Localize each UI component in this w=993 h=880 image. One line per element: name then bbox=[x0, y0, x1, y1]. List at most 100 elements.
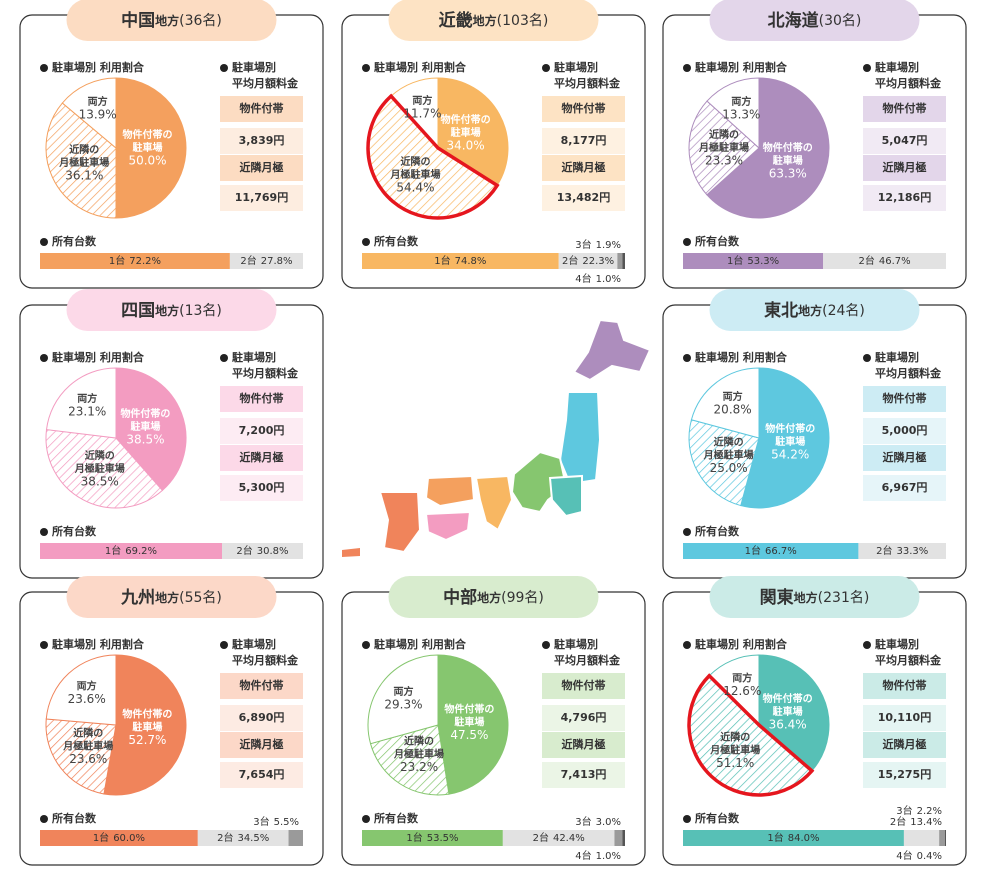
car-bar-label: 4台 1.0% bbox=[575, 272, 621, 285]
fee-label-cell bbox=[863, 96, 946, 122]
slice-name: 両方 bbox=[88, 95, 108, 108]
region-panel: 九州地方(55名) 駐車場別 利用割合 駐車場別平均月額料金物件付帯の駐車場52.7… bbox=[19, 576, 324, 866]
text-part: 5.5% bbox=[274, 817, 299, 828]
text-part: 四国 bbox=[121, 301, 155, 321]
bullet bbox=[362, 815, 370, 823]
fee-label-cell bbox=[863, 155, 946, 181]
bullet bbox=[40, 64, 48, 72]
slice-name: 両方 bbox=[77, 680, 97, 693]
fee-heading: 駐車場別 bbox=[232, 350, 276, 364]
text-part: 1台 bbox=[93, 831, 109, 844]
text-part: 3台 bbox=[253, 815, 269, 828]
bullet bbox=[220, 64, 228, 72]
fee-value-cell bbox=[220, 762, 303, 788]
fee-heading: 駐車場別 bbox=[875, 350, 919, 364]
title-pill bbox=[388, 576, 599, 618]
slice-name: 月極駐車場 bbox=[58, 156, 109, 169]
bullet bbox=[683, 238, 691, 246]
slice-value: 13.3% bbox=[722, 107, 760, 121]
pie-slice bbox=[45, 429, 164, 509]
text-part: 53.3% bbox=[747, 256, 779, 267]
fee-heading: 平均月額料金 bbox=[554, 653, 621, 667]
car-bar-segment bbox=[683, 830, 904, 846]
slice-value: 50.0% bbox=[128, 154, 166, 168]
car-bar-label: 4台 1.0% bbox=[575, 849, 621, 862]
slice-name: 両方 bbox=[732, 671, 752, 684]
map-region bbox=[510, 450, 568, 514]
text-part: (99名) bbox=[501, 590, 544, 606]
slice-value: 23.3% bbox=[705, 153, 743, 167]
text-part: 2台 bbox=[562, 254, 578, 267]
bullet bbox=[683, 64, 691, 72]
fee-label: 近隣月極 bbox=[883, 737, 927, 751]
owned-heading: 所有台数 bbox=[695, 524, 740, 538]
pie-slice bbox=[115, 77, 187, 219]
title-pill bbox=[388, 0, 599, 41]
slice-name: 近隣の bbox=[69, 143, 99, 156]
fee-heading: 駐車場別 bbox=[554, 60, 598, 74]
slice-value: 11.7% bbox=[403, 106, 441, 120]
fee-label: 近隣月極 bbox=[240, 737, 284, 751]
text-part: 13.4% bbox=[910, 817, 942, 828]
fee-label: 物件付帯 bbox=[883, 678, 927, 692]
text-part: 関東 bbox=[760, 587, 794, 608]
region-panel: 関東地方(231名) 駐車場別 利用割合 駐車場別平均月額料金物件付帯の駐車場36.… bbox=[662, 576, 967, 866]
slice-name: 月極駐車場 bbox=[62, 739, 113, 752]
car-bar-segment bbox=[40, 830, 198, 846]
title-pill bbox=[66, 289, 277, 331]
text-part: 1台 bbox=[105, 544, 121, 557]
fee-value-cell bbox=[863, 185, 946, 211]
fee-value-cell bbox=[542, 705, 625, 731]
car-bar-segment bbox=[40, 253, 230, 269]
text-part: 3台 bbox=[896, 804, 912, 817]
fee-value: 5,000円 bbox=[882, 424, 928, 437]
map-region bbox=[474, 474, 514, 532]
slice-value: 34.0% bbox=[447, 138, 485, 152]
fee-label-cell bbox=[220, 155, 303, 181]
car-bar-segment bbox=[683, 543, 859, 559]
slice-name: 物件付帯の bbox=[441, 113, 491, 126]
text-part: 42.4% bbox=[553, 833, 585, 844]
slice-name: 物件付帯の bbox=[763, 692, 813, 705]
fee-value-cell bbox=[220, 705, 303, 731]
slice-value: 47.5% bbox=[450, 728, 488, 742]
text-part: 2台 bbox=[859, 254, 875, 267]
slice-name: 駐車場 bbox=[130, 420, 160, 433]
text-part: (24名) bbox=[822, 303, 865, 319]
text-part: 地方 bbox=[473, 13, 497, 28]
pie-slice bbox=[115, 367, 187, 492]
text-part: 3.0% bbox=[596, 817, 621, 828]
usage-heading: 駐車場別 利用割合 bbox=[52, 60, 145, 74]
text-part: (103名) bbox=[497, 13, 549, 29]
region-panel: 中国地方(36名) 駐車場別 利用割合 駐車場別平均月額料金物件付帯の駐車場50.0… bbox=[19, 0, 324, 289]
fee-heading: 平均月額料金 bbox=[875, 76, 942, 90]
pie-slice bbox=[45, 718, 117, 795]
car-bar-label: 2台 33.3% bbox=[876, 544, 928, 557]
title-pill bbox=[66, 0, 277, 41]
fee-label: 物件付帯 bbox=[240, 678, 284, 692]
slice-value: 29.3% bbox=[384, 698, 422, 712]
car-bar-segment bbox=[221, 543, 303, 559]
fee-label: 近隣月極 bbox=[240, 160, 284, 174]
bullet bbox=[683, 815, 691, 823]
pie-slice bbox=[706, 77, 760, 150]
car-bar-segment bbox=[683, 253, 824, 269]
text-part: 4台 bbox=[896, 849, 912, 862]
fee-heading: 駐車場別 bbox=[232, 637, 276, 651]
fee-value: 15,275円 bbox=[878, 768, 931, 781]
text-part: 地方 bbox=[798, 303, 822, 318]
text-part: 1台 bbox=[109, 254, 125, 267]
slice-value: 23.6% bbox=[69, 752, 107, 766]
fee-value-cell bbox=[542, 185, 625, 211]
fee-value-cell bbox=[220, 128, 303, 154]
text-part: 2.2% bbox=[917, 806, 942, 817]
car-bar-segment bbox=[617, 253, 623, 269]
title-pill bbox=[709, 289, 920, 331]
car-bar-label: 4台 0.4% bbox=[896, 849, 942, 862]
slice-value: 23.1% bbox=[68, 405, 106, 419]
slice-name: 物件付帯の bbox=[444, 703, 494, 716]
pie-slice bbox=[690, 367, 760, 439]
fee-value: 7,413円 bbox=[561, 768, 607, 781]
slice-value: 36.1% bbox=[65, 168, 103, 182]
pie-slice bbox=[706, 77, 830, 219]
